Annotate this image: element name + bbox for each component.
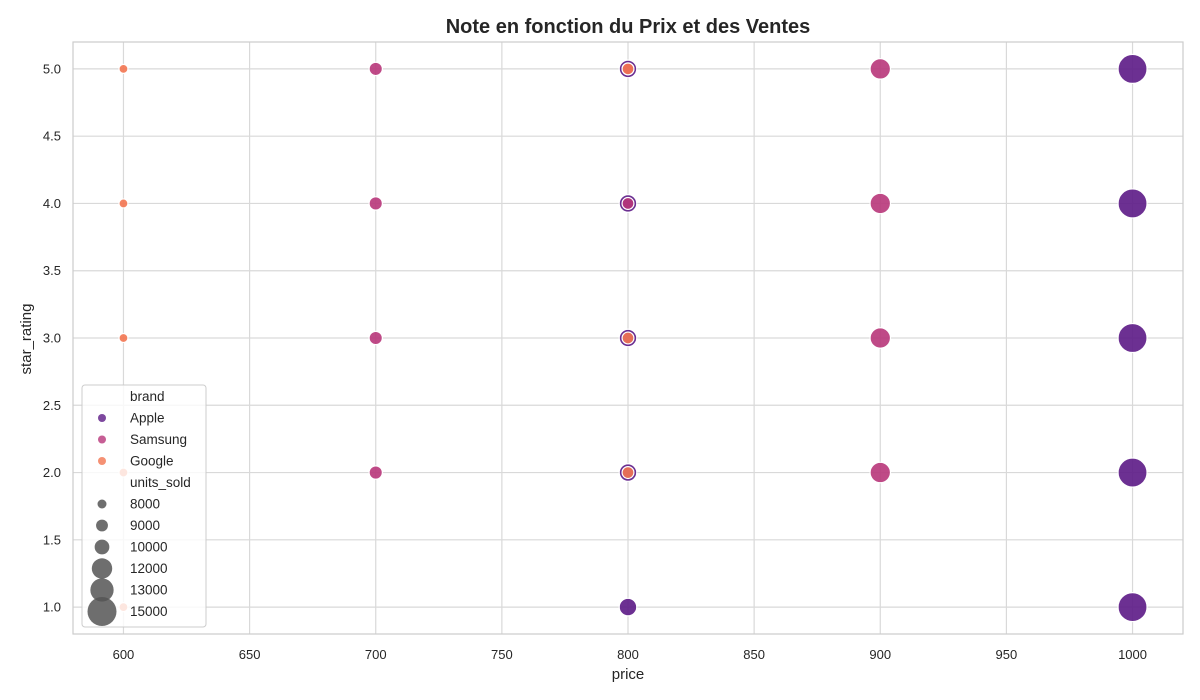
- data-point-google: [621, 331, 635, 345]
- x-tick-label: 650: [239, 647, 261, 662]
- data-point-samsung: [368, 196, 383, 211]
- data-point-google: [118, 332, 129, 344]
- legend-size-marker: [91, 558, 113, 579]
- data-point-samsung: [869, 192, 892, 215]
- legend-size-title: units_sold: [130, 475, 191, 490]
- legend-size-entry: 13000: [130, 583, 168, 598]
- data-point-apple: [618, 597, 638, 617]
- y-tick-label: 4.5: [43, 129, 61, 144]
- x-tick-label: 800: [617, 647, 639, 662]
- legend-size-entry: 8000: [130, 497, 160, 512]
- y-axis-label: star_rating: [18, 304, 35, 375]
- data-point-apple: [1117, 322, 1148, 354]
- legend-size-marker: [96, 519, 108, 532]
- data-point-apple: [1117, 457, 1148, 488]
- x-tick-label: 950: [996, 647, 1018, 662]
- x-axis-label: price: [612, 666, 645, 683]
- data-point-samsung: [869, 58, 892, 80]
- legend-box: [81, 384, 207, 628]
- legend-entry-google: Google: [130, 454, 174, 469]
- y-tick-label: 1.0: [43, 600, 61, 615]
- data-point-samsung: [368, 465, 383, 480]
- x-tick-label: 850: [743, 647, 765, 662]
- legend-hue-title: brand: [130, 389, 165, 404]
- y-tick-label: 1.5: [43, 532, 61, 547]
- data-point-samsung: [368, 61, 383, 77]
- legend-marker: [98, 435, 106, 444]
- legend-entry-samsung: Samsung: [130, 432, 187, 447]
- x-tick-label: 600: [113, 647, 135, 662]
- legend-size-entry: 12000: [130, 561, 168, 576]
- legend: brand Apple Samsung Google units_sold 8000 900…: [81, 384, 207, 628]
- data-point-samsung: [869, 327, 892, 349]
- data-point-samsung: [621, 196, 635, 210]
- x-tick-label: 700: [365, 647, 387, 662]
- legend-size-entry: 10000: [130, 540, 168, 555]
- legend-size-entry: 9000: [130, 518, 160, 533]
- x-tick-label: 900: [869, 647, 891, 662]
- x-tick-label: 1000: [1118, 647, 1147, 662]
- legend-size-marker: [87, 597, 117, 626]
- y-tick-label: 3.5: [43, 263, 61, 278]
- data-point-samsung: [368, 330, 383, 346]
- data-point-samsung: [869, 461, 892, 484]
- legend-marker: [98, 414, 106, 422]
- data-point-apple: [1117, 591, 1148, 623]
- legend-size-entry: 15000: [130, 604, 168, 619]
- legend-size-marker: [94, 539, 110, 555]
- y-tick-label: 5.0: [43, 61, 61, 76]
- y-tick-label: 4.0: [43, 196, 61, 211]
- data-point-apple: [1117, 188, 1148, 219]
- y-tick-label: 3.0: [43, 331, 61, 346]
- data-point-google: [621, 62, 635, 76]
- data-point-google: [118, 198, 129, 209]
- chart-title: Note en fonction du Prix et des Ventes: [446, 16, 811, 38]
- x-tick-label: 750: [491, 647, 513, 662]
- y-tick-label: 2.0: [43, 465, 61, 480]
- legend-entry-apple: Apple: [130, 411, 165, 426]
- legend-size-marker: [90, 578, 114, 602]
- data-point-google: [118, 63, 129, 75]
- legend-size-marker: [97, 499, 107, 509]
- data-point-apple: [1117, 53, 1148, 85]
- plot-frame: [72, 41, 1184, 635]
- data-point-google: [621, 466, 635, 480]
- tick-labels: 600 650 700 750 800 850 900 950 1000 1.0 1.5 2.0 2.5…: [43, 61, 1147, 662]
- legend-marker: [98, 457, 106, 465]
- data-points: [118, 53, 1148, 623]
- y-tick-label: 2.5: [43, 398, 61, 413]
